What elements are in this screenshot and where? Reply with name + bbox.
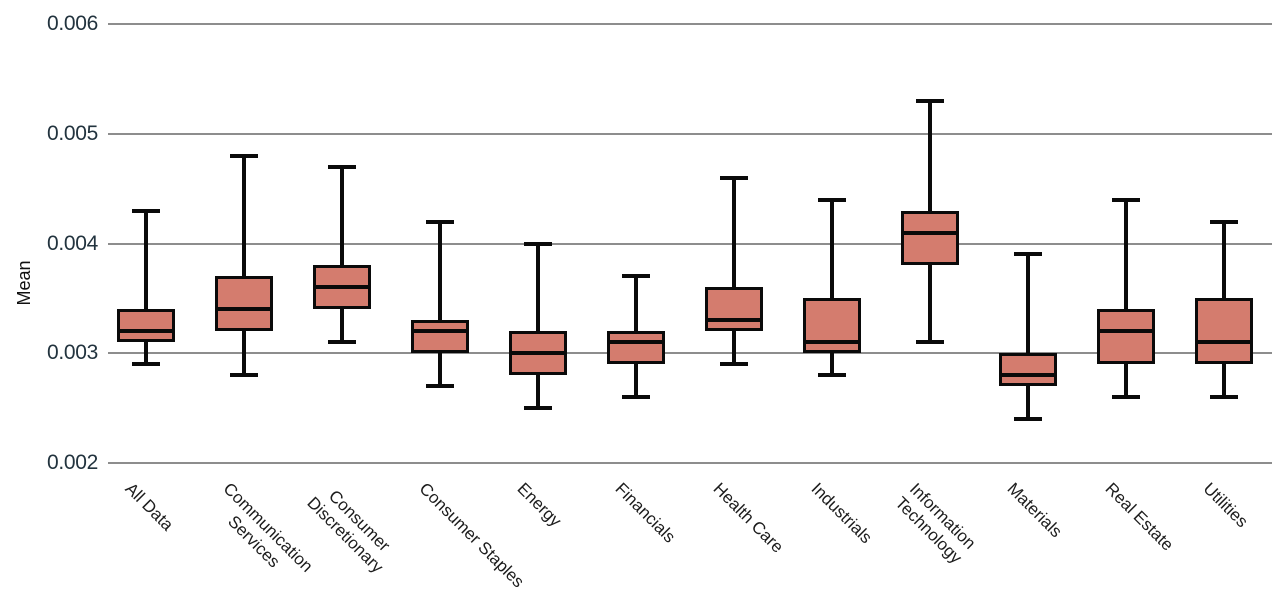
- whisker-cap-top: [1210, 219, 1238, 224]
- whisker-cap-top: [1014, 252, 1042, 257]
- whisker-line: [536, 243, 540, 409]
- x-tick-label-line: Real Estate: [1101, 479, 1178, 555]
- x-tick-label: Information Technology: [891, 479, 980, 568]
- y-gridline: [108, 242, 1272, 245]
- whisker-cap-top: [720, 175, 748, 180]
- y-gridline: [108, 462, 1272, 464]
- iqr-box: [803, 298, 861, 354]
- whisker-cap-top: [818, 197, 846, 202]
- y-gridline: [108, 352, 1272, 355]
- median-line: [215, 307, 273, 312]
- iqr-box: [117, 309, 175, 343]
- whisker-cap-bottom: [720, 362, 748, 367]
- median-line: [705, 318, 763, 323]
- x-tick-label: Financials: [611, 479, 680, 547]
- median-line: [999, 373, 1057, 378]
- x-tick-label: Utilities: [1199, 479, 1252, 532]
- median-line: [117, 329, 175, 334]
- x-tick-label: Consumer Staples: [415, 479, 528, 592]
- whisker-cap-bottom: [818, 373, 846, 378]
- whisker-cap-bottom: [524, 406, 552, 411]
- whisker-cap-bottom: [1112, 395, 1140, 400]
- median-line: [901, 230, 959, 235]
- y-tick-label: 0.003: [46, 341, 98, 365]
- median-line: [1097, 329, 1155, 334]
- whisker-line: [438, 221, 442, 387]
- whisker-cap-bottom: [916, 340, 944, 345]
- iqr-box: [411, 320, 469, 354]
- y-tick-label: 0.002: [46, 451, 98, 474]
- x-tick-label-line: Consumer Staples: [415, 479, 528, 592]
- x-tick-label: Energy: [513, 479, 566, 531]
- iqr-box: [1097, 309, 1155, 365]
- whisker-line: [242, 155, 246, 376]
- y-gridline: [108, 23, 1272, 25]
- whisker-cap-top: [426, 219, 454, 224]
- whisker-cap-top: [328, 164, 356, 169]
- whisker-cap-top: [916, 98, 944, 103]
- iqr-box: [607, 331, 665, 365]
- y-tick-label: 0.004: [46, 231, 98, 255]
- x-tick-label-line: Industrials: [807, 479, 876, 548]
- y-gridline: [108, 132, 1272, 135]
- whisker-line: [1124, 199, 1128, 398]
- x-tick-label: Materials: [1003, 479, 1066, 542]
- whisker-line: [1026, 254, 1030, 420]
- whisker-line: [732, 177, 736, 365]
- x-tick-label-line: Energy: [513, 479, 566, 531]
- x-tick-label: Consumer Discretionary: [303, 479, 401, 577]
- whisker-cap-top: [524, 241, 552, 246]
- y-axis-title-text: Mean: [14, 260, 34, 306]
- median-line: [803, 340, 861, 345]
- whisker-cap-top: [622, 274, 650, 279]
- iqr-box: [999, 353, 1057, 387]
- x-tick-label: Industrials: [807, 479, 876, 548]
- whisker-cap-bottom: [230, 373, 258, 378]
- y-tick-label: 0.006: [46, 12, 98, 35]
- x-tick-label-line: Health Care: [709, 479, 788, 557]
- x-tick-label: Communication Services: [205, 479, 317, 591]
- x-tick-label-line: Utilities: [1199, 479, 1252, 532]
- x-tick-label-line: Financials: [611, 479, 680, 547]
- median-line: [411, 329, 469, 334]
- x-tick-label: All Data: [121, 479, 178, 535]
- median-line: [509, 351, 567, 356]
- whisker-cap-bottom: [622, 395, 650, 400]
- whisker-cap-bottom: [1014, 417, 1042, 422]
- whisker-line: [144, 210, 148, 365]
- whisker-cap-bottom: [328, 340, 356, 345]
- iqr-box: [215, 276, 273, 332]
- iqr-box: [901, 210, 959, 266]
- x-tick-label: Real Estate: [1101, 479, 1178, 555]
- whisker-line: [830, 199, 834, 376]
- y-tick-label: 0.005: [46, 121, 98, 145]
- whisker-cap-top: [230, 153, 258, 158]
- whisker-cap-bottom: [132, 362, 160, 367]
- median-line: [1195, 340, 1253, 345]
- iqr-box: [1195, 298, 1253, 365]
- whisker-line: [340, 166, 344, 343]
- whisker-cap-top: [1112, 197, 1140, 202]
- iqr-box: [705, 287, 763, 332]
- whisker-cap-bottom: [426, 384, 454, 389]
- whisker-cap-bottom: [1210, 395, 1238, 400]
- whisker-cap-top: [132, 208, 160, 213]
- x-tick-label: Health Care: [709, 479, 788, 557]
- median-line: [313, 285, 371, 290]
- x-tick-label-line: Materials: [1003, 479, 1066, 542]
- x-tick-label-line: All Data: [121, 479, 178, 535]
- median-line: [607, 340, 665, 345]
